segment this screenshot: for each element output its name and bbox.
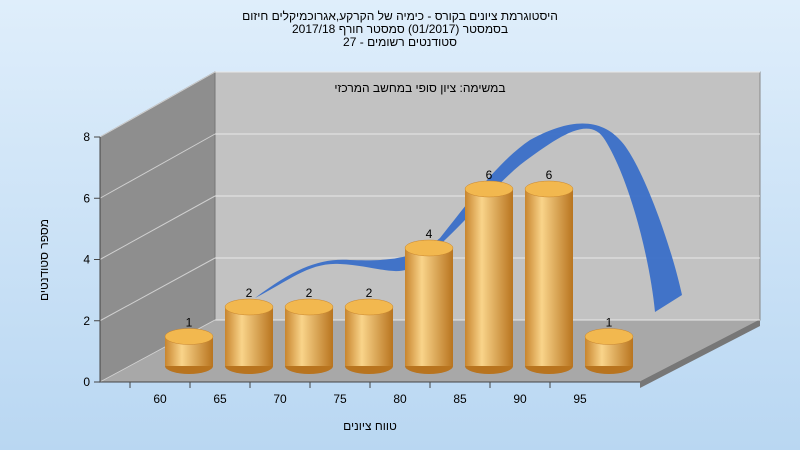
floor-edge bbox=[640, 320, 760, 388]
bar-top bbox=[344, 298, 394, 316]
y-tick-label: 8 bbox=[83, 130, 90, 144]
bar-top bbox=[524, 180, 574, 198]
value-label: 1 bbox=[606, 316, 613, 330]
bars: 1 2 2 2 4 6 6 1 bbox=[164, 168, 634, 374]
y-tick-label: 4 bbox=[83, 253, 90, 267]
x-tick-label: 75 bbox=[333, 392, 347, 406]
chart-title: היסטוגרמת ציונים בקורס - כימיה של הקרקע,… bbox=[242, 9, 558, 23]
chart-subtitle: סטודנטים רשומים - 27 bbox=[343, 35, 457, 49]
x-axis-title: טווח ציונים bbox=[343, 419, 397, 433]
y-tick-label: 2 bbox=[83, 314, 90, 328]
x-tick-label: 85 bbox=[453, 392, 467, 406]
bar bbox=[285, 307, 333, 366]
value-label: 2 bbox=[306, 286, 313, 300]
bar-top bbox=[284, 298, 334, 316]
bar-top bbox=[164, 328, 214, 345]
grid-line bbox=[99, 257, 216, 322]
y-tick-label: 6 bbox=[83, 191, 90, 205]
bar bbox=[465, 189, 513, 366]
x-tick-label: 95 bbox=[573, 392, 587, 406]
y-tick-label: 0 bbox=[83, 375, 90, 389]
bar bbox=[525, 189, 573, 366]
x-tick-label: 65 bbox=[213, 392, 227, 406]
y-axis-title: מספר סטודנטים bbox=[37, 219, 51, 301]
bar-top bbox=[404, 239, 454, 257]
bar-top bbox=[584, 328, 634, 345]
x-tick-label: 90 bbox=[513, 392, 527, 406]
bar-top bbox=[464, 180, 514, 198]
value-label: 2 bbox=[246, 286, 253, 300]
x-tick-label: 60 bbox=[153, 392, 167, 406]
x-tick-label: 80 bbox=[393, 392, 407, 406]
trend-ribbon bbox=[255, 123, 682, 312]
grid-line bbox=[99, 71, 216, 138]
value-label: 6 bbox=[546, 168, 553, 182]
value-label: 4 bbox=[426, 227, 433, 241]
bar bbox=[225, 307, 273, 366]
grid-line bbox=[99, 133, 216, 199]
value-label: 2 bbox=[366, 286, 373, 300]
chart-subtitle: בסמסטר (01/2017) סמסטר חורף 2017/18 bbox=[292, 22, 508, 36]
value-label: 1 bbox=[186, 316, 193, 330]
annotation: במשימה: ציון סופי במחשב המרכזי bbox=[334, 81, 505, 95]
grid-line bbox=[99, 195, 216, 260]
bar bbox=[345, 307, 393, 366]
bar-top bbox=[224, 298, 274, 316]
value-label: 6 bbox=[486, 168, 493, 182]
x-tick-label: 70 bbox=[273, 392, 287, 406]
bar bbox=[405, 248, 453, 366]
